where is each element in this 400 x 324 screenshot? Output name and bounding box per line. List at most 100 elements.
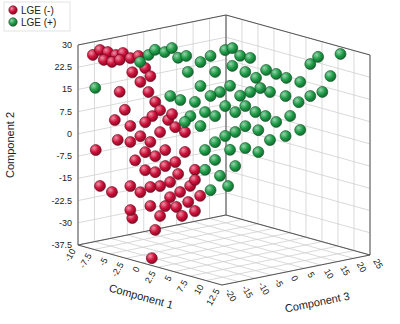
point [179, 146, 190, 157]
point [145, 136, 156, 147]
grid-line [354, 51, 355, 251]
point [167, 109, 178, 120]
point [295, 124, 306, 135]
point [143, 86, 154, 97]
point [160, 201, 171, 212]
grid-line [78, 245, 222, 285]
point [255, 82, 266, 93]
grid-line [322, 42, 323, 242]
z-tick-label: -5 [273, 277, 286, 289]
point [109, 115, 120, 126]
point [189, 164, 200, 175]
point [125, 205, 136, 216]
point [135, 76, 146, 87]
point [280, 131, 291, 142]
point [106, 186, 117, 197]
grid-line [274, 28, 275, 228]
point [285, 110, 296, 121]
legend-label: LGE (-) [21, 5, 54, 16]
point [150, 44, 161, 55]
x-axis-title: Component 1 [108, 282, 175, 311]
point [165, 177, 176, 188]
point [223, 181, 234, 192]
point [175, 186, 186, 197]
point [210, 66, 221, 77]
point [155, 181, 166, 192]
x-tick-label: 0 [131, 265, 142, 274]
point [114, 54, 125, 65]
grid-line [370, 55, 371, 255]
point [112, 134, 123, 145]
point [280, 91, 291, 102]
point [127, 67, 138, 78]
point [140, 147, 151, 158]
legend-marker [9, 6, 17, 14]
point [253, 147, 264, 158]
y-tick-label: -7.5 [56, 151, 72, 161]
axis-line [222, 255, 370, 285]
x-tick-label: 2.5 [143, 269, 158, 285]
points [87, 43, 346, 264]
point [261, 64, 272, 75]
x-tick-label: -7.5 [77, 251, 93, 269]
point [205, 90, 216, 101]
point [200, 164, 211, 175]
grid-line [78, 104, 226, 134]
x-tick-label: 7.5 [175, 278, 190, 294]
point [125, 120, 136, 131]
point [313, 51, 324, 62]
point [205, 185, 216, 196]
point [245, 52, 256, 63]
y-tick-label: 0 [67, 129, 72, 139]
point [146, 253, 157, 264]
z-tick-label: 5 [305, 270, 316, 279]
point [200, 145, 211, 156]
grid-line [78, 37, 226, 67]
point [205, 50, 216, 61]
point [179, 127, 190, 138]
point [150, 167, 161, 178]
point [140, 117, 151, 128]
point [240, 101, 251, 112]
point [150, 224, 161, 235]
point [325, 71, 336, 82]
legend-box [4, 2, 70, 31]
z-axis-title: Component 3 [284, 290, 351, 315]
z-tick-label: 10 [322, 267, 336, 281]
axis-line [370, 55, 371, 255]
point [230, 126, 241, 137]
y-tick-label: 7.5 [59, 107, 72, 117]
grid-line [258, 24, 259, 224]
y-axis-title: Component 2 [4, 112, 16, 178]
grid [78, 15, 370, 285]
point [230, 161, 241, 172]
grid-line [226, 171, 370, 211]
point [200, 107, 211, 118]
point [210, 154, 221, 165]
point [265, 135, 276, 146]
point [189, 206, 200, 217]
x-tick-label: -10 [63, 247, 78, 263]
grid-line [226, 193, 370, 233]
x-tick-label: 5 [163, 274, 174, 283]
point [170, 157, 181, 168]
point [165, 91, 176, 102]
grid-line [78, 15, 226, 45]
z-tick-label: 0 [289, 274, 300, 283]
axis-line [78, 215, 226, 245]
point [155, 210, 166, 221]
point [335, 48, 346, 59]
x-tick-label: 10 [192, 283, 206, 297]
y-tick-label: 15 [62, 84, 72, 94]
point [150, 151, 161, 162]
point [240, 143, 251, 154]
grid-line [193, 22, 194, 222]
series-1 [90, 43, 346, 196]
point [114, 86, 125, 97]
point [220, 131, 231, 142]
point [179, 116, 190, 127]
point [170, 122, 181, 133]
y-tick-label: 22.5 [54, 62, 72, 72]
point [160, 161, 171, 172]
point [210, 111, 221, 122]
